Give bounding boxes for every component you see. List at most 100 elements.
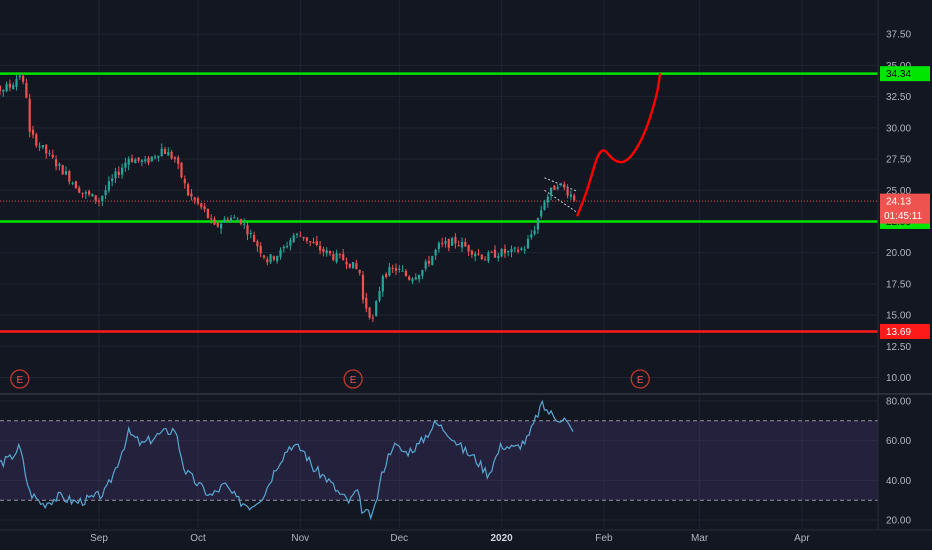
candle-body bbox=[187, 184, 190, 196]
candle-body bbox=[289, 240, 292, 246]
candle-body bbox=[457, 245, 460, 247]
candle-body bbox=[190, 193, 193, 197]
candle-body bbox=[421, 270, 424, 276]
candle-body bbox=[427, 260, 431, 264]
level-badge-bg bbox=[880, 323, 930, 339]
price-tick-label: 30.00 bbox=[886, 123, 911, 134]
candle-body bbox=[147, 157, 150, 163]
candle-body bbox=[18, 75, 21, 78]
candle-body bbox=[213, 218, 216, 225]
candle-body bbox=[520, 248, 523, 250]
candle-body bbox=[243, 223, 246, 225]
candle-body bbox=[253, 235, 256, 242]
time-tick-label: Mar bbox=[691, 533, 709, 544]
earnings-marker[interactable]: E bbox=[10, 369, 30, 389]
candle-body bbox=[28, 98, 31, 132]
candle-body bbox=[510, 248, 513, 252]
candle-body bbox=[64, 171, 68, 175]
last-price-badge-bg bbox=[880, 193, 930, 224]
candle-body bbox=[226, 219, 229, 221]
candle-body bbox=[566, 188, 569, 196]
candle-body bbox=[229, 218, 233, 222]
candle-body bbox=[540, 210, 543, 217]
candle-body bbox=[223, 219, 226, 223]
candle-body bbox=[530, 234, 533, 238]
candle-body bbox=[559, 183, 563, 185]
earnings-marker-circle bbox=[10, 369, 30, 389]
forecast-path bbox=[576, 72, 662, 217]
candle-body bbox=[25, 82, 28, 98]
candle-body bbox=[365, 297, 368, 309]
level-badge: 34.34 bbox=[886, 69, 911, 80]
time-tick-label: 2020 bbox=[490, 533, 513, 544]
candle-body bbox=[358, 270, 361, 273]
earnings-marker-label: E bbox=[637, 375, 644, 386]
candle-body bbox=[312, 241, 315, 244]
candle-body bbox=[345, 261, 348, 265]
candle-body bbox=[61, 165, 64, 175]
candle-body bbox=[292, 235, 295, 242]
price-tick-label: 15.00 bbox=[886, 311, 911, 322]
candle-body bbox=[434, 249, 437, 256]
candle-body bbox=[279, 249, 282, 257]
candle-body bbox=[272, 256, 275, 260]
candle-body bbox=[309, 241, 312, 243]
candle-body bbox=[470, 250, 473, 255]
forecast-curve bbox=[576, 72, 662, 217]
candle-body bbox=[507, 250, 510, 253]
candle-body bbox=[381, 276, 384, 292]
candle-body bbox=[5, 84, 8, 91]
candle-body bbox=[31, 129, 35, 135]
candle-body bbox=[325, 250, 328, 254]
candle-body bbox=[441, 242, 444, 244]
rsi-tick-label: 20.00 bbox=[886, 516, 911, 527]
candle-body bbox=[286, 246, 289, 248]
candle-body bbox=[391, 267, 394, 269]
last-price-badge: 24.13 bbox=[886, 197, 911, 208]
candle-body bbox=[342, 253, 345, 261]
candle-body bbox=[371, 317, 374, 319]
candle-body bbox=[170, 151, 173, 159]
candle-body bbox=[183, 178, 186, 184]
candle-body bbox=[154, 156, 157, 158]
candle-body bbox=[517, 249, 520, 252]
candle-body bbox=[487, 252, 490, 261]
candle-body bbox=[140, 160, 143, 163]
candle-body bbox=[302, 236, 305, 239]
candle-body bbox=[411, 278, 414, 282]
price-tick-label: 27.50 bbox=[886, 155, 911, 166]
candle-body bbox=[378, 291, 381, 301]
price-tick-label: 25.00 bbox=[886, 186, 911, 197]
candle-body bbox=[137, 157, 140, 161]
price-tick-label: 10.00 bbox=[886, 373, 911, 384]
earnings-marker-circle bbox=[343, 369, 363, 389]
candle-body bbox=[355, 263, 358, 269]
candle-body bbox=[104, 190, 107, 196]
candle-body bbox=[563, 184, 566, 188]
candle-body bbox=[58, 163, 61, 166]
support-resistance-levels[interactable] bbox=[0, 72, 878, 333]
candle-body bbox=[553, 185, 556, 190]
rsi-band-fill bbox=[0, 420, 878, 501]
candle-body bbox=[45, 144, 48, 154]
earnings-marker[interactable]: E bbox=[630, 369, 650, 389]
price-scale-background bbox=[878, 0, 932, 550]
candle-body bbox=[444, 241, 447, 244]
wedge-line-1 bbox=[544, 189, 578, 214]
candle-body bbox=[404, 270, 407, 276]
candle-body bbox=[556, 186, 559, 189]
candle-body bbox=[573, 195, 576, 201]
earnings-marker[interactable]: E bbox=[343, 369, 363, 389]
earnings-marker-label: E bbox=[350, 375, 357, 386]
candle-body bbox=[167, 152, 170, 156]
candle-body bbox=[546, 196, 549, 203]
candle-body bbox=[490, 251, 493, 253]
candle-body bbox=[91, 193, 94, 197]
candle-body bbox=[55, 159, 58, 167]
candle-body bbox=[454, 236, 457, 244]
candle-body bbox=[322, 248, 325, 252]
candle-body bbox=[160, 148, 163, 157]
